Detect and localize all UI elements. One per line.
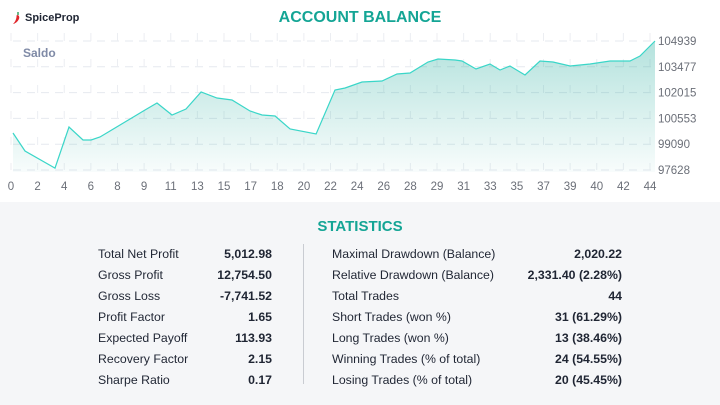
statistics-left-column: Total Net Profit 5,012.98 Gross Profit 12,7… [98, 243, 272, 390]
stat-label: Profit Factor [98, 309, 165, 324]
x-tick-label: 24 [351, 181, 364, 193]
chart-title: ACCOUNT BALANCE [278, 9, 442, 26]
balance-area [13, 41, 655, 172]
y-tick-label: 103477 [658, 62, 696, 74]
x-tick-label: 29 [431, 181, 444, 193]
x-tick-label: 40 [590, 181, 603, 193]
stat-label: Relative Drawdown (Balance) [332, 267, 494, 282]
stat-label: Total Trades [332, 288, 399, 303]
stat-label: Maximal Drawdown (Balance) [332, 246, 496, 261]
stat-label: Losing Trades (% of total) [332, 372, 473, 387]
chili-pepper-icon [13, 12, 20, 24]
x-tick-label: 17 [244, 181, 257, 193]
stat-value: 2,020.22 [574, 246, 622, 261]
x-tick-label: 13 [191, 181, 204, 193]
x-tick-label: 18 [271, 181, 284, 193]
stat-row: Total Net Profit 5,012.98 [98, 243, 272, 264]
statistics-title: STATISTICS [317, 218, 403, 235]
statistics-right-column: Maximal Drawdown (Balance) 2,020.22 Relati… [332, 243, 622, 390]
stat-label: Winning Trades (% of total) [332, 351, 481, 366]
brand-name: SpiceProp [25, 12, 80, 24]
stat-row: Profit Factor 1.65 [98, 306, 272, 327]
stat-value: 113.93 [235, 330, 272, 345]
x-tick-label: 28 [404, 181, 417, 193]
stat-value: 2,331.40 (2.28%) [527, 267, 622, 282]
stat-value: 1.65 [248, 309, 272, 324]
balance-chart: Saldo 104939 103477 102015 100553 99090 97628… [8, 33, 696, 193]
x-tick-label: 11 [165, 181, 177, 193]
x-tick-label: 6 [88, 181, 94, 193]
x-tick-label: 22 [324, 181, 337, 193]
stat-row: Winning Trades (% of total) 24 (54.55%) [332, 348, 622, 369]
stat-value: -7,741.52 [220, 288, 272, 303]
stat-label: Expected Payoff [98, 330, 188, 345]
stat-value: 24 (54.55%) [555, 351, 622, 366]
x-tick-label: 37 [537, 181, 550, 193]
stat-row: Gross Loss -7,741.52 [98, 285, 272, 306]
y-tick-label: 99090 [658, 139, 690, 151]
x-tick-label: 2 [34, 181, 40, 193]
stat-value: 20 (45.45%) [555, 372, 622, 387]
x-tick-label: 44 [644, 181, 657, 193]
stat-row: Gross Profit 12,754.50 [98, 264, 272, 285]
stat-row: Short Trades (won %) 31 (61.29%) [332, 306, 622, 327]
y-tick-label: 102015 [658, 88, 696, 100]
y-tick-label: 100553 [658, 113, 696, 125]
x-tick-label: 31 [457, 181, 470, 193]
y-tick-label: 104939 [658, 36, 696, 48]
x-tick-label: 20 [297, 181, 310, 193]
balance-line [12, 40, 656, 169]
stat-value: 5,012.98 [224, 246, 272, 261]
stat-value: 12,754.50 [217, 267, 272, 282]
series-label: Saldo [23, 46, 56, 60]
x-tick-label: 35 [510, 181, 523, 193]
column-divider [303, 244, 304, 384]
stat-label: Recovery Factor [98, 351, 189, 366]
statistics-panel: STATISTICS Total Net Profit 5,012.98 Gross… [0, 202, 720, 405]
stat-row: Total Trades 44 [332, 285, 622, 306]
x-tick-label: 15 [218, 181, 231, 193]
stat-row: Sharpe Ratio 0.17 [98, 369, 272, 390]
stat-label: Gross Loss [98, 288, 161, 303]
x-tick-label: 4 [61, 181, 68, 193]
stat-label: Sharpe Ratio [98, 372, 170, 387]
stat-row: Expected Payoff 113.93 [98, 327, 272, 348]
y-tick-label: 97628 [658, 165, 690, 177]
stat-row: Relative Drawdown (Balance) 2,331.40 (2.2… [332, 264, 622, 285]
stat-value: 44 [608, 288, 622, 303]
stat-value: 31 (61.29%) [555, 309, 622, 324]
stat-label: Gross Profit [98, 267, 163, 282]
stat-value: 0.17 [248, 372, 272, 387]
brand-logo: SpiceProp [12, 11, 79, 25]
stat-row: Recovery Factor 2.15 [98, 348, 272, 369]
stat-label: Total Net Profit [98, 246, 179, 261]
x-tick-label: 39 [564, 181, 577, 193]
stat-value: 13 (38.46%) [555, 330, 622, 345]
x-tick-label: 9 [141, 181, 147, 193]
x-tick-label: 33 [484, 181, 497, 193]
x-tick-label: 42 [617, 181, 630, 193]
stat-value: 2.15 [248, 351, 272, 366]
stat-label: Short Trades (won %) [332, 309, 451, 324]
stat-row: Long Trades (won %) 13 (38.46%) [332, 327, 622, 348]
stat-label: Long Trades (won %) [332, 330, 449, 345]
x-tick-label: 8 [114, 181, 120, 193]
stat-row: Losing Trades (% of total) 20 (45.45%) [332, 369, 622, 390]
x-tick-label: 0 [8, 181, 14, 193]
stat-row: Maximal Drawdown (Balance) 2,020.22 [332, 243, 622, 264]
x-tick-label: 26 [377, 181, 390, 193]
